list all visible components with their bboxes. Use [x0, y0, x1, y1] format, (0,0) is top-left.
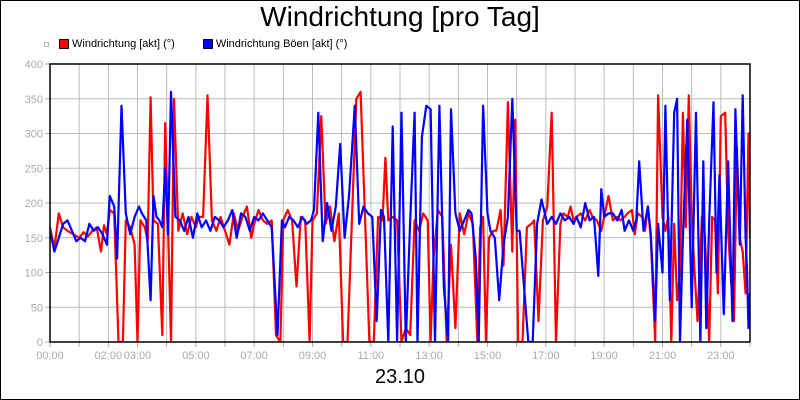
y-tick-label: 300: [25, 129, 43, 141]
legend-swatch-blue: [202, 39, 213, 49]
y-tick-label: 200: [25, 198, 43, 210]
legend-label: Windrichtung [akt] (°): [72, 38, 175, 50]
x-tick-label: 17:00: [532, 350, 560, 362]
legend-item-boeen: Windrichtung Böen [akt] (°): [202, 38, 348, 50]
x-tick-label: 23:00: [707, 350, 735, 362]
series-line-1: [50, 90, 750, 342]
x-tick-label: 07:00: [240, 350, 268, 362]
y-tick-label: 150: [25, 233, 43, 245]
series-line-0: [50, 90, 750, 342]
x-tick-label: 02:00: [95, 350, 123, 362]
x-tick-label: 19:00: [590, 350, 618, 362]
y-tick-label: 400: [25, 59, 43, 71]
y-tick-label: 350: [25, 94, 43, 106]
legend-swatch-red: [59, 39, 69, 49]
y-tick-label: 100: [25, 268, 43, 280]
chart-title: Windrichtung [pro Tag]: [260, 1, 540, 32]
x-tick-label: 15:00: [474, 350, 502, 362]
y-tick-label: 50: [31, 302, 43, 314]
legend-marker-icon: [44, 41, 49, 47]
x-tick-label: 11:00: [357, 350, 384, 362]
legend-item-windrichtung: Windrichtung [akt] (°): [59, 38, 175, 50]
x-tick-label: 13:00: [415, 350, 443, 362]
legend-label: Windrichtung Böen [akt] (°): [215, 38, 348, 50]
plot-border: [49, 63, 751, 343]
x-tick-label: 21:00: [649, 350, 677, 362]
y-tick-label: 250: [25, 163, 43, 175]
x-axis-caption: 23.10: [374, 366, 426, 388]
x-tick-label: 03:00: [124, 350, 152, 362]
legend: Windrichtung [akt] (°) Windrichtung Böen…: [44, 37, 375, 51]
x-tick-label: 09:00: [299, 350, 327, 362]
y-tick-label: 0: [37, 337, 43, 349]
x-tick-label: 00:00: [36, 350, 64, 362]
x-tick-label: 05:00: [182, 350, 210, 362]
